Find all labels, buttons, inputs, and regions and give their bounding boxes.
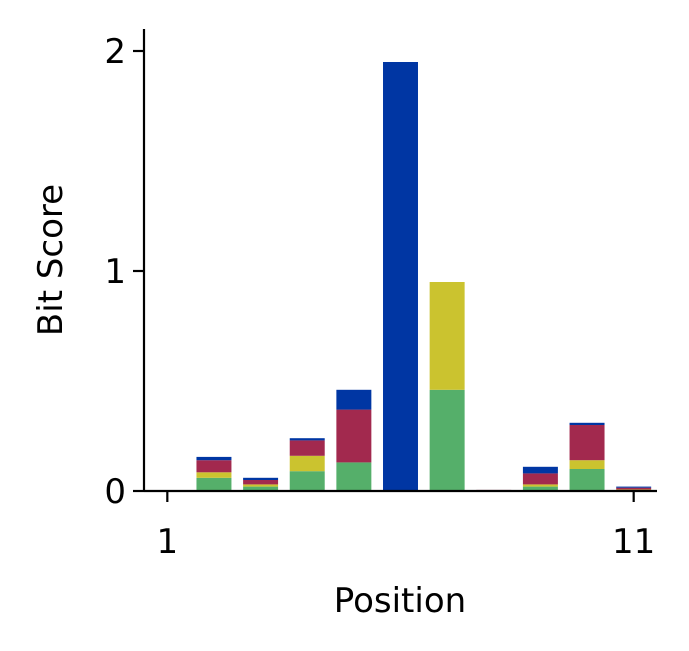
bar-segment-pos4-s4 (289, 438, 325, 441)
bar-segment-pos5-s3 (336, 409, 372, 463)
x-axis-label: Position (334, 581, 466, 621)
bar-segment-pos9-s2 (522, 484, 558, 487)
y-tick-label: 0 (104, 472, 126, 512)
bar-segment-pos10-s1 (569, 469, 605, 491)
bar-segment-pos3-s1 (243, 486, 279, 491)
bar-segment-pos10-s3 (569, 425, 605, 461)
bar-segment-pos4-s2 (289, 455, 325, 472)
y-tick-label: 2 (104, 32, 126, 72)
bar-segment-pos7-s2 (429, 282, 465, 390)
bar-segment-pos2-s1 (196, 477, 232, 491)
bar-segment-pos6-s4 (383, 62, 418, 491)
bar-segment-pos3-s3 (243, 480, 279, 485)
y-axis-label: Bit Score (31, 184, 71, 336)
bar-segment-pos3-s4 (243, 477, 279, 480)
bar-segment-pos5-s1 (336, 462, 372, 491)
bar-segment-pos5-s4 (336, 389, 372, 410)
bar-segment-pos10-s4 (569, 422, 605, 425)
x-tick-label: 1 (156, 522, 178, 562)
bar-segment-pos11-s4 (616, 486, 652, 488)
bar-segment-pos3-s2 (243, 484, 279, 487)
bar-segment-pos4-s1 (289, 471, 325, 491)
bar-segment-pos2-s4 (196, 456, 232, 461)
bar-segment-pos9-s1 (522, 486, 558, 491)
bar-segment-pos2-s3 (196, 460, 232, 473)
bar-segment-pos7-s1 (429, 389, 465, 491)
x-tick-label: 11 (612, 522, 655, 562)
y-tick-label: 1 (104, 252, 126, 292)
bar-segment-pos2-s2 (196, 472, 232, 478)
bar-segment-pos9-s3 (522, 473, 558, 485)
x-ticks: 1 11 (156, 491, 655, 562)
bar-segment-pos11-s3 (616, 487, 652, 490)
bar-segment-pos4-s3 (289, 440, 325, 456)
bar-segment-pos9-s4 (522, 466, 558, 474)
bar-segment-pos11-s2 (616, 489, 652, 491)
bar-segment-pos10-s2 (569, 460, 605, 469)
y-ticks: 0 1 2 (104, 32, 144, 512)
bars-layer (196, 62, 652, 491)
